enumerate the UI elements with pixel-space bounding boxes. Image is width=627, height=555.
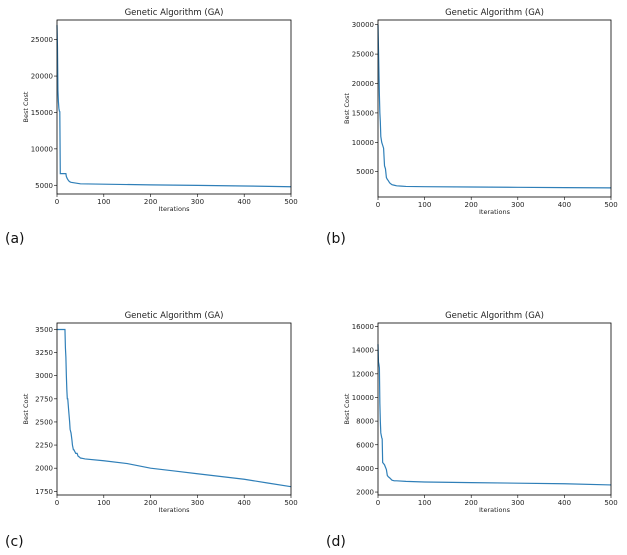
x-tick-label: 300 xyxy=(511,201,524,209)
y-tick-label: 5000 xyxy=(356,168,374,176)
y-tick-label: 2000 xyxy=(35,465,53,473)
x-tick-label: 400 xyxy=(238,198,251,206)
x-tick-label: 500 xyxy=(284,198,297,206)
y-tick-label: 2000 xyxy=(356,489,374,497)
x-tick-label: 400 xyxy=(558,201,571,209)
panel-label: (c) xyxy=(5,534,24,550)
series-line xyxy=(57,328,292,488)
y-tick-label: 3250 xyxy=(35,349,53,357)
y-tick-label: 25000 xyxy=(352,51,374,59)
y-tick-label: 6000 xyxy=(356,441,374,449)
chart-panel-4: Genetic Algorithm (GA) 0 100 200 300 400 500 20… xyxy=(326,311,618,550)
chart-panel-3: Genetic Algorithm (GA) 0 100 200 300 400 500 17… xyxy=(5,311,298,550)
x-tick-label: 200 xyxy=(465,201,478,209)
x-tick-label: 400 xyxy=(558,499,571,507)
series-line xyxy=(56,25,292,188)
x-tick-label: 0 xyxy=(376,499,380,507)
panel-label: (a) xyxy=(5,231,25,247)
y-tick-label: 10000 xyxy=(352,139,374,147)
x-tick-label: 100 xyxy=(418,499,431,507)
x-tick-label: 500 xyxy=(284,499,297,507)
y-tick-label: 16000 xyxy=(352,323,374,331)
y-tick-label: 1750 xyxy=(35,488,53,496)
x-axis-label: Iterations xyxy=(159,506,191,514)
series-line xyxy=(377,344,612,486)
y-axis-label: Best Cost xyxy=(343,393,351,424)
x-tick-label: 400 xyxy=(238,499,251,507)
chart-title: Genetic Algorithm (GA) xyxy=(125,311,224,321)
y-axis-label: Best Cost xyxy=(22,393,30,424)
y-tick-label: 30000 xyxy=(352,21,374,29)
y-tick-label: 2750 xyxy=(35,395,53,403)
plot-frame xyxy=(56,322,292,496)
y-tick-label: 3500 xyxy=(35,326,53,334)
x-tick-label: 100 xyxy=(97,499,110,507)
chart-panel-1: Genetic Algorithm (GA) 0 100 200 300 400 500 50… xyxy=(5,8,298,247)
y-tick-label: 3000 xyxy=(35,372,53,380)
chart-title: Genetic Algorithm (GA) xyxy=(125,8,224,18)
x-axis-label: Iterations xyxy=(479,506,511,514)
y-tick-label: 8000 xyxy=(356,418,374,426)
y-axis-label: Best Cost xyxy=(343,93,351,124)
plot-frame xyxy=(377,322,612,496)
y-tick-label: 2250 xyxy=(35,442,53,450)
y-tick-label: 20000 xyxy=(352,80,374,88)
x-tick-label: 200 xyxy=(144,198,157,206)
x-tick-label: 300 xyxy=(191,499,204,507)
series-line xyxy=(377,24,612,189)
x-axis-label: Iterations xyxy=(479,208,511,216)
panel-label: (b) xyxy=(326,231,346,247)
chart-title: Genetic Algorithm (GA) xyxy=(445,8,544,18)
x-tick-label: 200 xyxy=(465,499,478,507)
y-tick-label: 5000 xyxy=(35,182,53,190)
x-tick-label: 100 xyxy=(97,198,110,206)
x-tick-label: 500 xyxy=(604,201,617,209)
y-tick-label: 20000 xyxy=(31,73,53,81)
y-tick-label: 15000 xyxy=(31,109,53,117)
x-tick-label: 500 xyxy=(604,499,617,507)
y-tick-label: 25000 xyxy=(31,36,53,44)
y-axis-label: Best Cost xyxy=(22,91,30,122)
chart-panel-2: Genetic Algorithm (GA) 0 100 200 300 400 500 50… xyxy=(326,8,618,247)
x-tick-label: 200 xyxy=(144,499,157,507)
panel-label: (d) xyxy=(326,534,346,550)
x-tick-label: 0 xyxy=(55,198,59,206)
y-tick-label: 12000 xyxy=(352,370,374,378)
y-tick-label: 2500 xyxy=(35,418,53,426)
chart-title: Genetic Algorithm (GA) xyxy=(445,311,544,321)
x-tick-label: 300 xyxy=(511,499,524,507)
x-tick-label: 0 xyxy=(55,499,59,507)
x-tick-label: 0 xyxy=(376,201,380,209)
y-tick-label: 10000 xyxy=(352,394,374,402)
plot-frame xyxy=(56,19,292,195)
plot-frame xyxy=(377,19,612,198)
x-tick-label: 100 xyxy=(418,201,431,209)
y-tick-label: 10000 xyxy=(31,145,53,153)
y-tick-label: 4000 xyxy=(356,465,374,473)
y-tick-label: 15000 xyxy=(352,109,374,117)
x-tick-label: 300 xyxy=(191,198,204,206)
y-tick-label: 14000 xyxy=(352,347,374,355)
x-axis-label: Iterations xyxy=(159,205,191,213)
